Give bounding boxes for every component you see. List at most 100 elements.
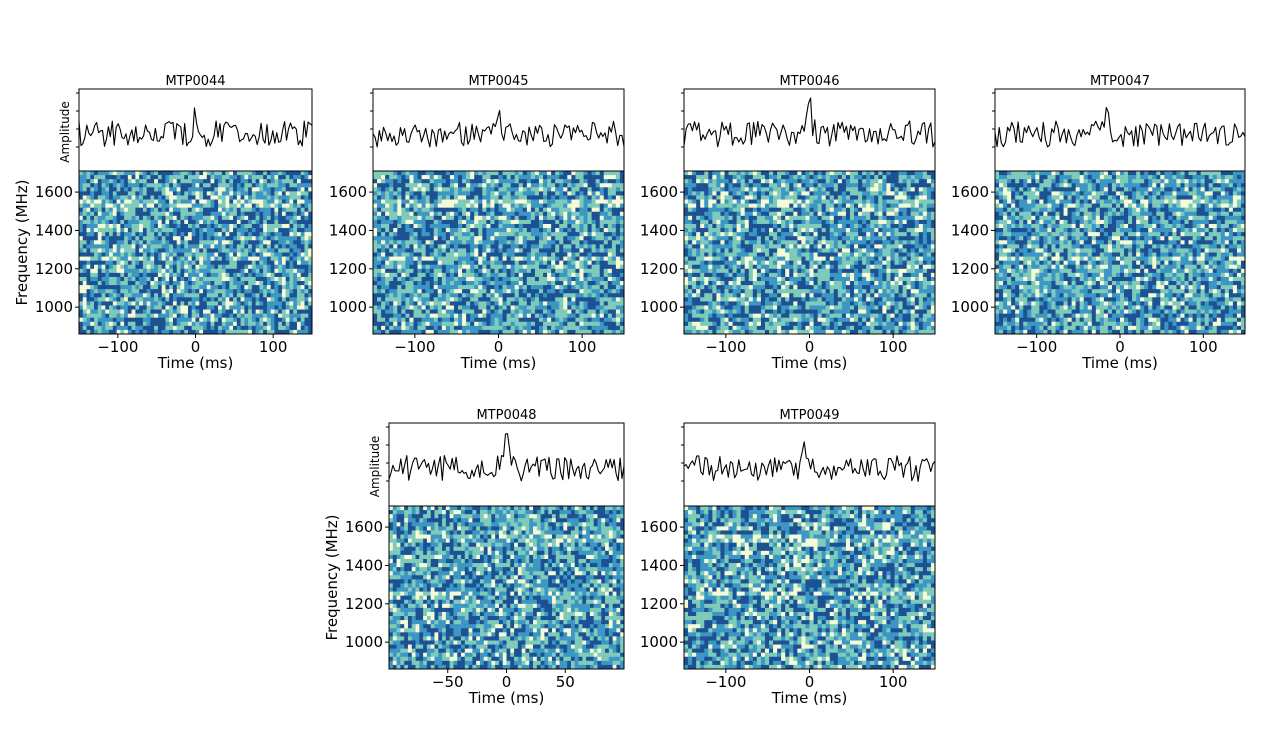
spectrum-cell bbox=[146, 272, 151, 278]
spectrum-cell bbox=[470, 329, 475, 335]
spectrum-cell bbox=[266, 228, 272, 233]
spectrum-cell bbox=[176, 236, 181, 241]
spectrum-cell bbox=[206, 248, 211, 253]
spectrum-cell bbox=[583, 317, 588, 323]
spectrum-cell bbox=[397, 276, 402, 282]
spectrum-cell bbox=[206, 268, 211, 274]
spectrum-cell bbox=[300, 313, 305, 319]
spectrum-cell bbox=[251, 264, 257, 270]
spectrum-cell bbox=[526, 211, 532, 217]
spectrum-cell bbox=[142, 293, 148, 298]
spectrum-cell bbox=[263, 236, 268, 241]
spectrum-cell bbox=[397, 252, 402, 257]
spectrum-cell bbox=[142, 203, 148, 209]
spectrum-cell bbox=[429, 329, 435, 335]
spectrum-cell bbox=[278, 281, 283, 286]
spectrum-cell bbox=[278, 301, 283, 306]
spectrum-cell bbox=[401, 256, 406, 262]
spectrum-cell bbox=[498, 305, 503, 310]
spectrum-cell bbox=[154, 293, 159, 298]
spectrum-cell bbox=[259, 171, 264, 176]
spectrum-cell bbox=[214, 276, 219, 282]
spectrum-cell bbox=[248, 248, 253, 253]
spectrum-cell bbox=[486, 183, 491, 188]
spectrum-cell bbox=[575, 219, 580, 225]
spectrum-cell bbox=[441, 191, 447, 196]
spectrum-cell bbox=[263, 195, 268, 200]
spectrum-cell bbox=[82, 248, 87, 253]
spectrum-cell bbox=[530, 219, 536, 225]
spectrum-cell bbox=[127, 309, 133, 315]
spectrum-cell bbox=[139, 219, 144, 225]
spectrum-cell bbox=[518, 207, 524, 213]
spectrum-cell bbox=[206, 219, 211, 225]
spectrum-cell bbox=[150, 199, 155, 205]
spectrum-cell bbox=[240, 305, 245, 310]
spectrum-cell bbox=[510, 317, 516, 323]
spectrum-cell bbox=[184, 175, 189, 180]
spectrum-cell bbox=[498, 232, 503, 237]
spectrum-cell bbox=[203, 313, 208, 319]
spectrum-cell bbox=[255, 183, 260, 188]
spectrum-cell bbox=[389, 244, 394, 249]
spectrum-cell bbox=[154, 248, 159, 253]
spectrum-cell bbox=[599, 285, 605, 290]
spectrum-cell bbox=[210, 268, 215, 274]
spectrum-cell bbox=[172, 171, 178, 176]
spectrum-cell bbox=[251, 195, 257, 200]
spectrum-cell bbox=[518, 289, 524, 294]
spectrum-cell bbox=[97, 256, 102, 262]
spectrum-cell bbox=[421, 305, 427, 310]
spectrum-cell bbox=[373, 289, 378, 294]
spectrum-cell bbox=[165, 309, 170, 315]
spectrum-cell bbox=[255, 329, 260, 335]
spectrum-cell bbox=[251, 325, 257, 331]
spectrum-cell bbox=[176, 240, 181, 245]
spectrum-cell bbox=[135, 268, 140, 274]
spectrum-cell bbox=[591, 211, 597, 217]
spectrum-cell bbox=[462, 321, 467, 327]
spectrum-cell bbox=[248, 219, 253, 225]
spectrum-cell bbox=[482, 191, 487, 196]
spectrum-cell bbox=[599, 297, 605, 302]
spectrum-cell bbox=[293, 252, 298, 257]
spectrum-cell bbox=[255, 219, 260, 225]
spectrum-cell bbox=[615, 203, 621, 209]
spectrum-cell bbox=[259, 301, 264, 306]
spectrum-cell bbox=[218, 223, 223, 229]
spectrum-cell bbox=[278, 244, 283, 249]
spectrum-cell bbox=[214, 252, 219, 257]
spectrum-cell bbox=[248, 179, 253, 184]
spectrum-cell bbox=[244, 297, 249, 302]
spectrum-cell bbox=[599, 187, 605, 192]
spectrum-cell bbox=[567, 317, 572, 323]
spectrum-cell bbox=[611, 289, 617, 294]
spectrum-cell bbox=[90, 195, 95, 200]
spectrum-cell bbox=[191, 203, 196, 209]
spectrum-cell bbox=[154, 264, 159, 270]
spectrum-cell bbox=[417, 285, 422, 290]
spectrum-cell bbox=[199, 244, 204, 249]
spectrum-cell bbox=[409, 223, 414, 229]
spectrum-cell bbox=[289, 285, 294, 290]
spectrum-cell bbox=[187, 272, 193, 278]
spectrum-cell bbox=[214, 313, 219, 319]
spectrum-cell bbox=[203, 175, 208, 180]
spectrum-cell bbox=[494, 207, 499, 213]
spectrum-cell bbox=[142, 175, 148, 180]
spectrum-cell bbox=[289, 244, 294, 249]
spectrum-cell bbox=[490, 305, 495, 310]
spectrum-cell bbox=[603, 256, 609, 262]
spectrum-cell bbox=[180, 260, 185, 266]
spectrum-cell bbox=[304, 244, 309, 249]
spectrum-cell bbox=[169, 252, 174, 257]
spectrum-cell bbox=[304, 272, 309, 278]
spectrum-cell bbox=[161, 199, 166, 205]
spectrum-cell bbox=[377, 191, 382, 196]
spectrum-cell bbox=[587, 171, 593, 176]
spectrum-cell bbox=[571, 219, 576, 225]
spectrum-cell bbox=[112, 195, 117, 200]
spectrum-cell bbox=[308, 309, 313, 315]
spectrum-cell bbox=[547, 305, 552, 310]
spectrum-cell bbox=[248, 289, 253, 294]
